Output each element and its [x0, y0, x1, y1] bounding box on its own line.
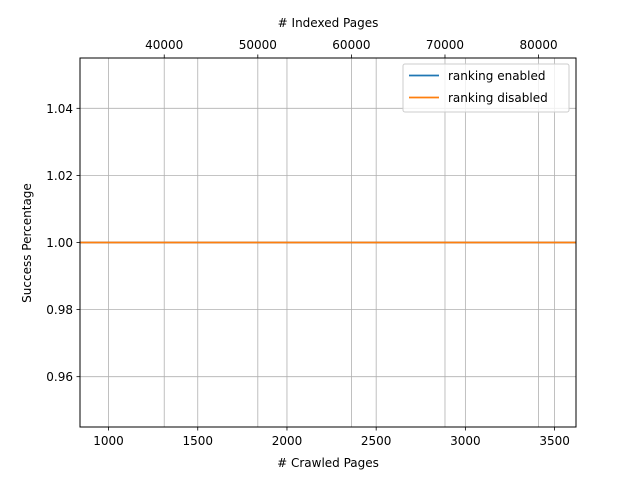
top-x-tick-label: 40000 [145, 38, 183, 52]
x-tick-label: 1000 [93, 434, 124, 448]
y-tick-label: 0.98 [46, 303, 73, 317]
top-x-tick-label: 50000 [239, 38, 277, 52]
top-x-tick-label: 60000 [332, 38, 370, 52]
top-x-tick-label: 70000 [426, 38, 464, 52]
legend-label-ranking-disabled: ranking disabled [448, 91, 548, 105]
y-axis-title: Success Percentage [20, 183, 34, 303]
y-tick-label: 1.04 [46, 102, 73, 116]
legend-box [402, 63, 570, 113]
x-axis-title: # Crawled Pages [277, 456, 379, 470]
legend-label-ranking-enabled: ranking enabled [448, 69, 546, 83]
x-tick-label: 3000 [450, 434, 481, 448]
x-tick-label: 2000 [272, 434, 303, 448]
x-tick-label: 1500 [182, 434, 213, 448]
x-tick-label: 2500 [361, 434, 392, 448]
x-tick-label: 3500 [539, 434, 570, 448]
top-x-tick-label: 80000 [519, 38, 557, 52]
y-tick-label: 0.96 [46, 370, 73, 384]
x-axis-ticks: 1000 1500 2000 2500 3000 3500 [93, 427, 570, 448]
top-x-axis-title: # Indexed Pages [278, 16, 379, 30]
legend: ranking enabled ranking disabled [402, 63, 570, 113]
top-x-axis-ticks: 40000 50000 60000 70000 80000 [145, 38, 558, 58]
y-tick-label: 1.00 [46, 236, 73, 250]
y-axis-ticks: 0.96 0.98 1.00 1.02 1.04 [46, 102, 80, 384]
y-tick-label: 1.02 [46, 169, 73, 183]
